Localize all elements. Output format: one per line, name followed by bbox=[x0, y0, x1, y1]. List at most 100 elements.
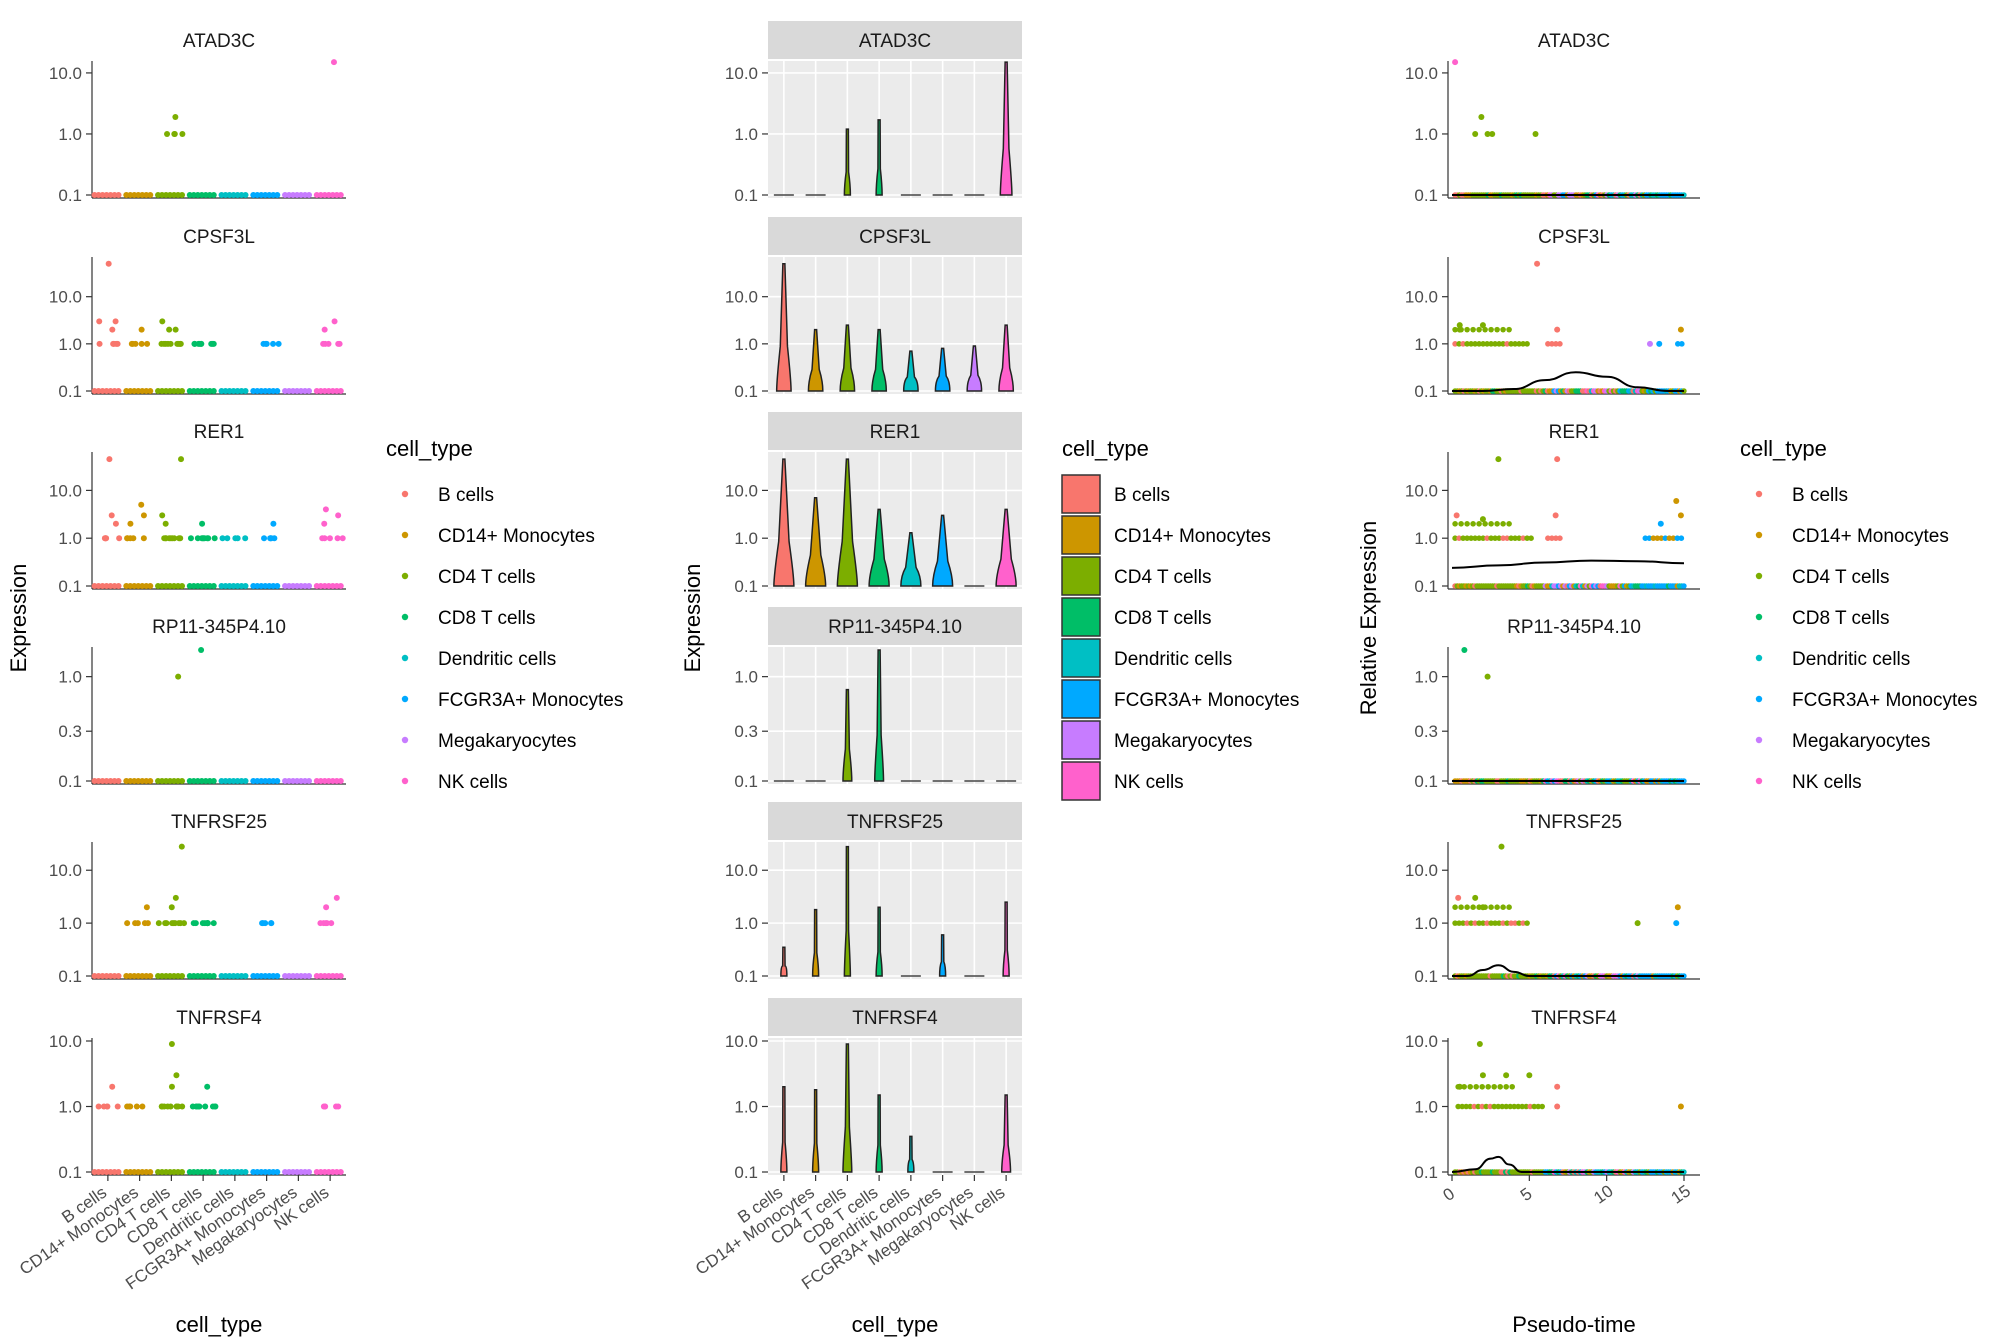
data-point bbox=[322, 506, 329, 513]
data-point bbox=[326, 535, 333, 542]
y-tick-label: 0.3 bbox=[734, 722, 758, 741]
data-point bbox=[132, 920, 139, 927]
data-point bbox=[112, 520, 119, 527]
data-point bbox=[1504, 920, 1510, 926]
violin bbox=[773, 458, 795, 587]
data-point bbox=[179, 1103, 186, 1110]
data-point bbox=[306, 192, 313, 198]
data-point bbox=[159, 318, 166, 325]
violin bbox=[780, 1086, 788, 1173]
violin bbox=[843, 845, 852, 977]
data-point bbox=[199, 520, 206, 527]
violin bbox=[1000, 1094, 1012, 1173]
data-point bbox=[116, 535, 123, 542]
data-point bbox=[1494, 326, 1500, 333]
data-point bbox=[335, 512, 342, 519]
data-point bbox=[1491, 1103, 1497, 1110]
y-tick-label: 10.0 bbox=[49, 481, 82, 500]
data-point bbox=[317, 920, 324, 927]
violin bbox=[875, 906, 883, 977]
data-point bbox=[242, 1169, 249, 1175]
data-point bbox=[1557, 341, 1563, 347]
y-tick-label: 0.1 bbox=[58, 967, 82, 986]
data-point bbox=[1488, 521, 1494, 527]
legend-label-2: CD4 T cells bbox=[1114, 567, 1212, 588]
data-point bbox=[174, 340, 181, 347]
data-point bbox=[1464, 904, 1470, 910]
data-point bbox=[331, 318, 338, 325]
violin bbox=[995, 508, 1017, 587]
legend-key-7 bbox=[1755, 777, 1763, 785]
data-point bbox=[321, 326, 328, 333]
data-point bbox=[1496, 535, 1502, 541]
violin bbox=[875, 119, 883, 196]
data-point bbox=[1520, 535, 1526, 541]
data-point bbox=[1679, 341, 1685, 347]
data-point bbox=[108, 512, 115, 519]
legend-label-1: CD14+ Monocytes bbox=[1114, 526, 1271, 547]
y-tick-label: 1.0 bbox=[58, 125, 82, 144]
data-point bbox=[1464, 521, 1470, 527]
violin bbox=[907, 1135, 915, 1173]
data-point bbox=[1485, 1083, 1491, 1090]
data-point bbox=[171, 535, 178, 542]
data-point bbox=[1479, 516, 1486, 523]
data-point bbox=[1506, 521, 1512, 527]
y-tick-label: 10.0 bbox=[725, 1032, 758, 1051]
y-tick-label: 1.0 bbox=[1414, 335, 1438, 354]
data-point bbox=[1554, 456, 1561, 463]
y-tick-label: 1.0 bbox=[1414, 529, 1438, 548]
data-point bbox=[1504, 535, 1510, 541]
data-point bbox=[179, 1169, 186, 1175]
data-point bbox=[1484, 535, 1490, 541]
data-point bbox=[193, 1103, 200, 1110]
data-point bbox=[179, 388, 186, 394]
data-point bbox=[306, 778, 313, 784]
data-point bbox=[1677, 326, 1684, 333]
data-point bbox=[1673, 920, 1680, 927]
data-point bbox=[1488, 535, 1494, 541]
data-point bbox=[1496, 341, 1502, 347]
violin bbox=[811, 1089, 820, 1173]
data-point bbox=[337, 778, 344, 784]
data-point bbox=[1657, 520, 1664, 527]
violin bbox=[875, 1094, 883, 1173]
facet-title: TNFRSF25 bbox=[1526, 812, 1622, 833]
legend-key-1 bbox=[401, 531, 409, 539]
data-point bbox=[1554, 1083, 1561, 1090]
data-point bbox=[261, 535, 268, 542]
y-tick-label: 10.0 bbox=[725, 481, 758, 500]
data-point bbox=[1509, 1083, 1515, 1090]
data-point bbox=[268, 920, 275, 927]
y-tick-label: 10.0 bbox=[1405, 64, 1438, 83]
data-point bbox=[322, 920, 329, 927]
data-point bbox=[242, 973, 249, 979]
data-point bbox=[1452, 535, 1458, 541]
y-tick-label: 0.1 bbox=[58, 382, 82, 401]
data-point bbox=[210, 1169, 217, 1175]
data-point bbox=[159, 512, 166, 519]
data-point bbox=[1492, 341, 1498, 347]
data-point bbox=[1482, 326, 1488, 333]
facet-title: ATAD3C bbox=[1538, 31, 1610, 52]
data-point bbox=[1666, 535, 1673, 541]
data-point bbox=[1496, 920, 1502, 926]
data-point bbox=[1487, 1103, 1493, 1110]
y-tick-label: 1.0 bbox=[58, 529, 82, 548]
data-point bbox=[242, 388, 249, 394]
legend-key-5 bbox=[401, 695, 409, 703]
smooth-line bbox=[1451, 1155, 1684, 1174]
data-point bbox=[167, 1103, 174, 1110]
y-tick-label: 10.0 bbox=[49, 64, 82, 83]
data-point bbox=[210, 388, 217, 394]
data-point bbox=[1460, 920, 1466, 926]
data-point bbox=[1656, 340, 1663, 347]
legend-key-2 bbox=[1061, 556, 1101, 596]
data-point bbox=[179, 778, 186, 784]
x-tick-label: 10 bbox=[1590, 1181, 1616, 1207]
data-point bbox=[1494, 904, 1500, 910]
data-point bbox=[1464, 920, 1470, 926]
legend-title: cell_type bbox=[1062, 436, 1149, 461]
data-point bbox=[1549, 535, 1555, 541]
data-point bbox=[1499, 1103, 1505, 1110]
